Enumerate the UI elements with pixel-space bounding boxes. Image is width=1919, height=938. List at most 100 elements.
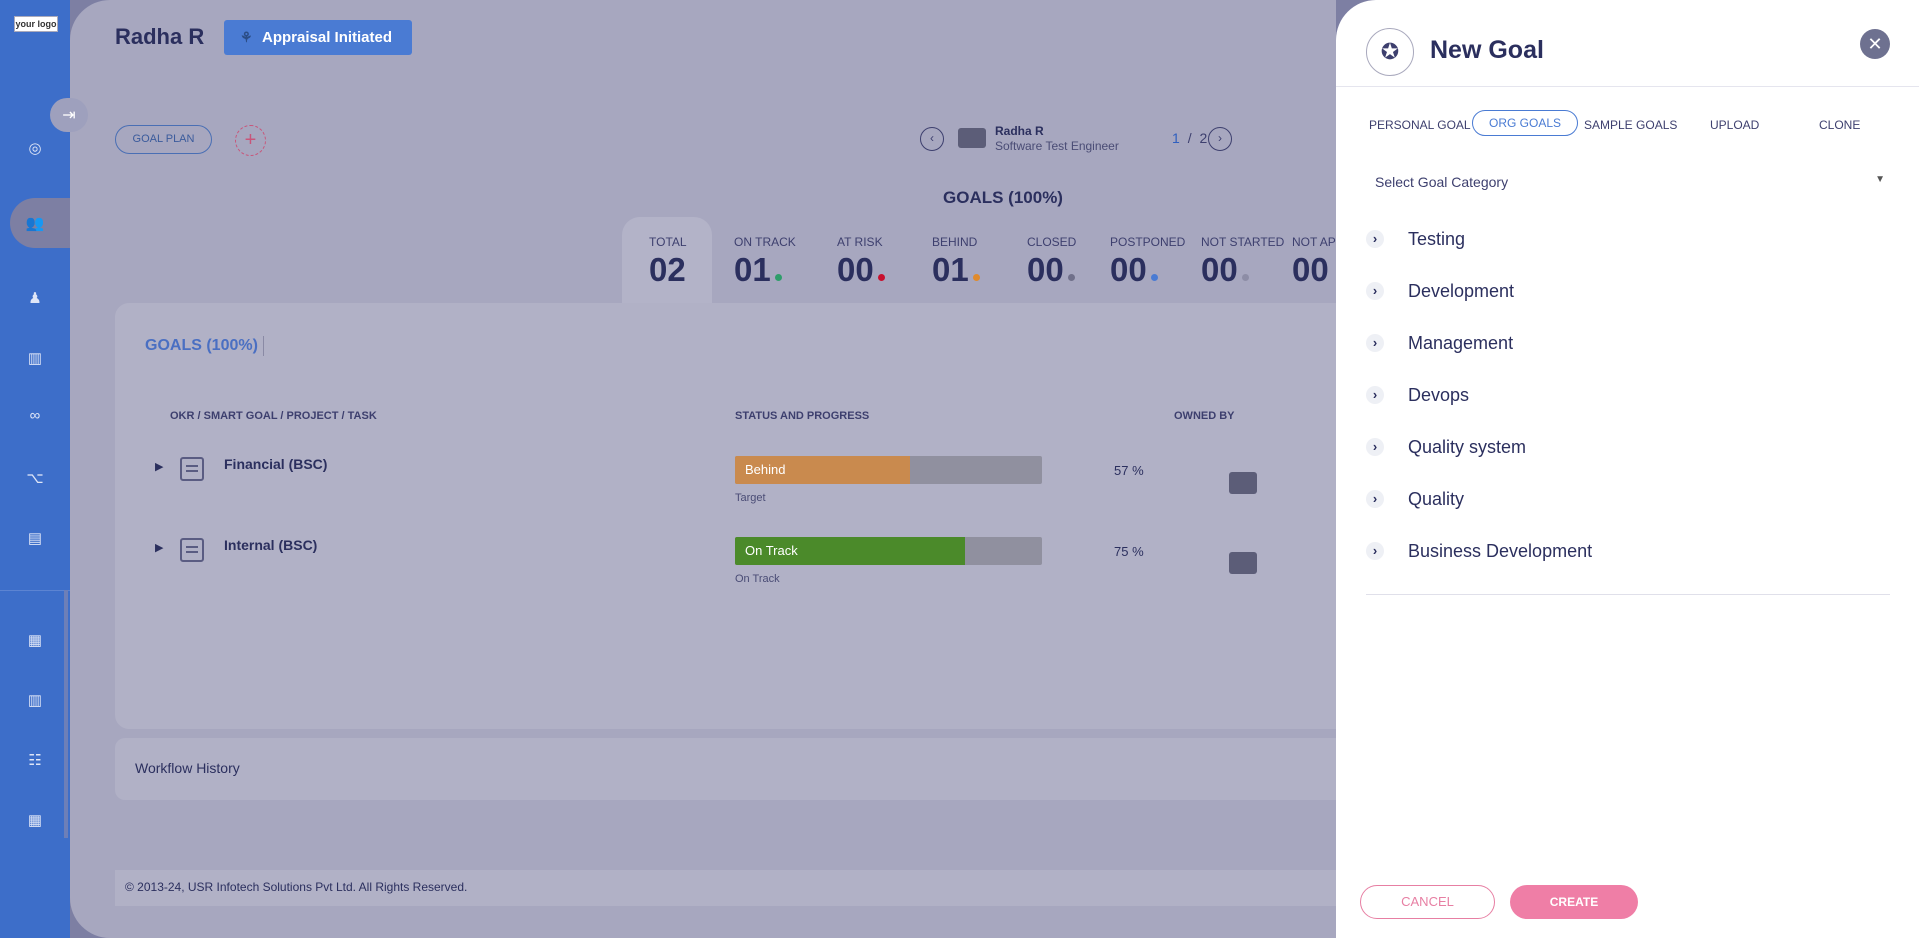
chevron-right-icon: › <box>1366 230 1384 248</box>
status-dot <box>877 274 885 281</box>
stat-value-wrap: 02 <box>649 251 687 289</box>
employee-name-heading: Radha R <box>115 24 205 49</box>
category-label: Quality system <box>1408 436 1527 457</box>
category-label: Quality <box>1408 488 1465 509</box>
workflow-history-label: Workflow History <box>135 760 240 776</box>
leaf-icon: ⚘ <box>240 29 253 45</box>
total-stat-tab[interactable] <box>622 217 712 307</box>
category-item[interactable]: › Development <box>1366 276 1514 306</box>
document-icon[interactable]: ▤ <box>27 530 43 547</box>
goal-name[interactable]: Internal (BSC) <box>224 537 318 553</box>
column-header-owner: OWNED BY <box>1174 410 1235 422</box>
category-item[interactable]: › Devops <box>1366 380 1469 410</box>
tab-upload[interactable]: UPLOAD <box>1710 118 1760 132</box>
stat-1[interactable]: ON TRACK 01 <box>734 235 796 289</box>
goal-plan-button[interactable]: GOAL PLAN <box>115 125 212 154</box>
stat-label: AT RISK <box>837 235 883 249</box>
goal-progress-percent: 57 % <box>1114 463 1144 478</box>
goal-progress-caption: On Track <box>735 573 780 585</box>
tab-clone[interactable]: CLONE <box>1819 118 1861 132</box>
tab-org-goals[interactable]: ORG GOALS <box>1472 110 1579 136</box>
tab-sample-goals[interactable]: SAMPLE GOALS <box>1584 118 1678 132</box>
stat-value: 01 <box>932 251 969 288</box>
people-icon[interactable]: 👥 <box>25 215 45 232</box>
hierarchy-icon[interactable]: ⌥ <box>26 470 44 487</box>
status-dot <box>1067 274 1075 281</box>
owner-avatar[interactable] <box>1229 552 1257 574</box>
stat-label: CLOSED <box>1027 235 1077 249</box>
dropdown-caret-icon: ▼ <box>1875 174 1885 185</box>
collapse-sidebar-button[interactable]: ⇥ <box>50 98 88 132</box>
pager-total: 2 <box>1199 130 1208 146</box>
create-button[interactable]: CREATE <box>1510 885 1638 919</box>
chevron-right-icon: › <box>1366 386 1384 404</box>
chevron-right-icon: › <box>1366 438 1384 456</box>
cancel-button[interactable]: CANCEL <box>1360 885 1495 919</box>
stat-value: 00 <box>1292 251 1329 288</box>
employee-nav-name: Radha R <box>995 124 1044 138</box>
category-label: Business Development <box>1408 540 1593 561</box>
goal-progress-bar: On Track <box>735 537 1042 565</box>
category-item[interactable]: › Quality system <box>1366 432 1526 462</box>
sidebar-scrollbar[interactable] <box>64 590 68 838</box>
expand-row-icon[interactable]: ▶ <box>155 542 164 554</box>
goal-progress-fill: On Track <box>735 537 966 565</box>
next-employee-button[interactable]: › <box>1208 127 1232 151</box>
stat-value-wrap: 01 <box>734 251 796 289</box>
category-item[interactable]: › Testing <box>1366 224 1465 254</box>
category-label: Devops <box>1408 384 1470 405</box>
stat-6[interactable]: NOT STARTED 00 <box>1201 235 1284 289</box>
category-item[interactable]: › Quality <box>1366 484 1464 514</box>
category-label: Testing <box>1408 228 1466 249</box>
handshake-icon[interactable]: ∞ <box>29 406 41 424</box>
stat-value-wrap: 01 <box>932 251 980 289</box>
report-icon[interactable]: ▦ <box>27 812 43 829</box>
pager-separator: / <box>1187 130 1192 146</box>
target-icon[interactable]: ◎ <box>28 140 42 157</box>
goal-progress-fill: Behind <box>735 456 910 484</box>
status-dot <box>774 274 782 281</box>
stat-value: 00 <box>1201 251 1238 288</box>
category-item[interactable]: › Business Development <box>1366 536 1592 566</box>
add-goal-button[interactable]: + <box>235 125 266 156</box>
category-label: Management <box>1408 332 1514 353</box>
appraisal-status-badge[interactable]: ⚘ Appraisal Initiated <box>224 20 413 55</box>
tab-personal-goal[interactable]: PERSONAL GOAL <box>1369 118 1471 132</box>
card-title-divider <box>263 336 264 356</box>
chart-icon[interactable]: ▦ <box>27 632 43 649</box>
chevron-right-icon: › <box>1366 282 1384 300</box>
owner-avatar[interactable] <box>1229 472 1257 494</box>
person-icon[interactable]: ♟ <box>28 290 42 307</box>
goal-name[interactable]: Financial (BSC) <box>224 456 328 472</box>
previous-employee-button[interactable]: ‹ <box>920 127 944 151</box>
goal-clipboard-icon <box>180 457 204 481</box>
stat-4[interactable]: CLOSED 00 <box>1027 235 1076 289</box>
category-item[interactable]: › Management <box>1366 328 1513 358</box>
goal-category-select[interactable]: Select Goal Category ▼ <box>1375 174 1885 194</box>
stat-2[interactable]: AT RISK 00 <box>837 235 885 289</box>
stat-value: 02 <box>649 251 686 288</box>
close-panel-button[interactable]: ✕ <box>1860 29 1890 59</box>
status-dot <box>972 274 980 281</box>
book-icon[interactable]: ▥ <box>27 350 43 367</box>
stat-value: 01 <box>734 251 771 288</box>
stat-value: 00 <box>837 251 874 288</box>
sidebar-divider <box>0 590 70 591</box>
employee-pager: 1 / 2 <box>1172 130 1207 146</box>
stat-value-wrap: 00 <box>1110 251 1185 289</box>
goals-card <box>115 303 1336 729</box>
star-badge-icon: ✪ <box>1366 28 1414 76</box>
employee-avatar <box>958 128 986 148</box>
stat-0[interactable]: TOTAL 02 <box>649 235 687 289</box>
panel-title: New Goal <box>1430 36 1544 64</box>
expand-row-icon[interactable]: ▶ <box>155 461 164 473</box>
book2-icon[interactable]: ▥ <box>27 692 43 709</box>
workflow-history-section[interactable]: Workflow History <box>115 738 1336 800</box>
stat-5[interactable]: POSTPONED 00 <box>1110 235 1185 289</box>
status-dot <box>1241 274 1249 281</box>
stat-3[interactable]: BEHIND 01 <box>932 235 980 289</box>
team-icon[interactable]: ☷ <box>28 752 42 769</box>
stat-7[interactable]: NOT API 00 <box>1292 235 1339 289</box>
stat-label: NOT STARTED <box>1201 235 1285 249</box>
category-list-divider <box>1366 594 1890 595</box>
